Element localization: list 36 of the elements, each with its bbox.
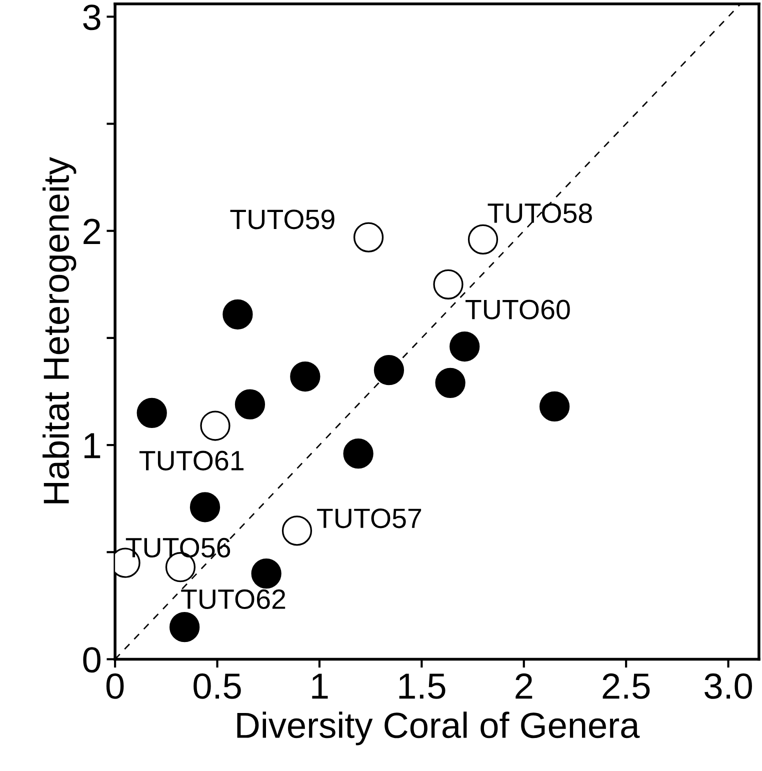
- annotation: TUTO62: [181, 589, 286, 610]
- annotation: TUTO59: [230, 210, 334, 230]
- point: [435, 368, 466, 398]
- y-tick-label: 1: [84, 433, 100, 458]
- annotation: TUTO61: [139, 450, 244, 470]
- point: [374, 355, 404, 386]
- point: [433, 269, 464, 300]
- point: [290, 361, 320, 392]
- x-tick-label: 2.5: [602, 673, 650, 699]
- x-tick-label: 1.5: [399, 674, 446, 699]
- y-axis-title: Habitat Heterogeneity: [42, 156, 76, 504]
- annotation: TUTO58: [488, 203, 592, 224]
- y-tick-label: 2: [84, 218, 100, 244]
- point: [169, 612, 200, 642]
- point: [282, 516, 312, 546]
- y-tick-label: 0: [83, 647, 100, 673]
- point: [468, 224, 498, 255]
- point: [136, 398, 167, 428]
- point: [222, 299, 253, 330]
- point: [200, 410, 230, 441]
- x-tick-label: 0: [106, 673, 124, 699]
- y-tick-label: 3: [83, 4, 100, 30]
- point: [450, 331, 480, 362]
- x-tick-label: 2: [516, 673, 532, 699]
- x-tick-label: 3.0: [704, 673, 752, 699]
- annotation: TUTO57: [317, 508, 422, 528]
- point: [251, 558, 282, 589]
- point: [234, 389, 266, 420]
- annotation: TUTO60: [466, 300, 570, 320]
- x-tick-label: 0.5: [194, 673, 241, 699]
- point: [343, 438, 374, 469]
- point: [353, 222, 384, 252]
- x-tick-label: 1: [312, 674, 328, 699]
- point: [539, 391, 570, 422]
- x-axis-title: Diversity Coral of Genera: [237, 712, 640, 746]
- point: [190, 492, 220, 522]
